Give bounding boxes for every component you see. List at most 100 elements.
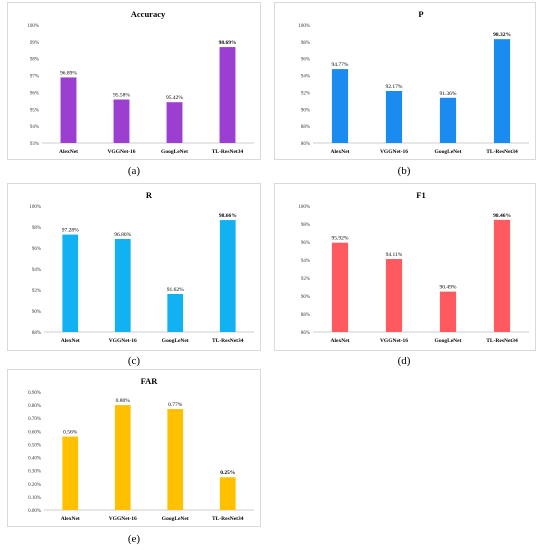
x-tick-label-alexnet: AlexNet (59, 149, 78, 155)
x-tick-label-alexnet: AlexNet (331, 149, 350, 155)
y-tick-label: 92% (301, 91, 310, 96)
y-tick-label: 92% (32, 289, 41, 294)
y-tick-label: 98% (301, 41, 310, 46)
y-tick-label: 92% (301, 277, 310, 282)
x-tick-label-tl-resnet34: TL-ResNet34 (212, 338, 244, 344)
y-tick-label: 98% (32, 226, 41, 231)
data-label-alexnet: 94.77% (332, 62, 349, 68)
x-tick-label-googlenet: GoogLeNet (161, 149, 188, 155)
y-tick-label: 90% (32, 310, 41, 315)
data-label-vggnet-16: 95.58% (113, 93, 130, 99)
caption-c: (c) (127, 355, 141, 367)
x-tick-label-vggnet-16: VGGNet-16 (380, 149, 408, 155)
data-label-googlenet: 91.36% (440, 91, 457, 97)
x-tick-label-alexnet: AlexNet (61, 338, 80, 344)
bar-alexnet (62, 234, 79, 332)
y-tick-label: 100% (298, 205, 310, 210)
x-tick-label-vggnet-16: VGGNet-16 (109, 338, 137, 344)
y-tick-label: 88% (301, 125, 310, 130)
data-label-tl-resnet34: 98.46% (493, 213, 511, 219)
y-tick-label: 99% (30, 41, 39, 46)
bar-vggnet-16 (113, 99, 130, 143)
bar-vggnet-16 (385, 259, 403, 332)
data-label-tl-resnet34: 98.32% (493, 32, 511, 38)
x-tick-label-vggnet-16: VGGNet-16 (107, 149, 135, 155)
chart-panel-f1: F1 86% 88% 90% 92% 94% 96% 98% 100% 95.92% AlexNet… (274, 183, 536, 351)
y-tick-label: 100% (29, 205, 41, 210)
y-tick-label: 98% (30, 58, 39, 63)
y-tick-label: 0.20% (28, 483, 41, 488)
x-tick-label-googlenet: GoogLeNet (435, 149, 462, 155)
y-tick-label: 96% (30, 91, 39, 96)
data-label-vggnet-16: 94.11% (386, 252, 403, 258)
data-label-googlenet: 90.49% (440, 285, 457, 291)
data-label-vggnet-16: 92.17% (386, 84, 403, 90)
x-tick-label-googlenet: GoogLeNet (162, 516, 189, 522)
x-tick-label-tl-resnet34: TL-ResNet34 (212, 516, 244, 522)
y-tick-label: 94% (301, 75, 310, 80)
y-tick-label: 0.40% (28, 457, 41, 462)
bar-alexnet (331, 242, 349, 332)
y-tick-label: 88% (301, 313, 310, 318)
bar-tl-resnet34 (493, 219, 511, 332)
bar-googlenet (167, 409, 184, 510)
bar-googlenet (439, 291, 457, 332)
data-label-alexnet: 97.28% (62, 228, 79, 234)
y-tick-label: 95% (30, 108, 39, 113)
data-label-tl-resnet34: 0.25% (220, 470, 235, 476)
chart-precision-svg: P 86% 88% 90% 92% 94% 96% 98% 100% 94.77% AlexNet 9… (298, 9, 529, 155)
y-tick-label: 0.60% (28, 430, 41, 435)
data-label-googlenet: 95.42% (166, 95, 183, 101)
y-tick-label: 86% (301, 331, 310, 336)
chart-f1-svg: F1 86% 88% 90% 92% 94% 96% 98% 100% 95.92% AlexNet… (298, 190, 529, 344)
bar-tl-resnet34 (493, 39, 511, 143)
x-tick-label-googlenet: GoogLeNet (435, 338, 462, 344)
data-label-tl-resnet34: 98.69% (219, 40, 237, 46)
x-tick-label-googlenet: GoogLeNet (162, 338, 189, 344)
caption-a: (a) (127, 165, 141, 177)
caption-b: (b) (397, 165, 411, 177)
chart-panel-accuracy: Accuracy 93% 94% 95% 96% 97% 98% 99% 100% 96.89% A… (7, 2, 261, 160)
y-tick-label: 0.00% (28, 509, 41, 514)
chart-title-far: FAR (141, 376, 159, 386)
data-label-googlenet: 0.77% (168, 402, 183, 408)
y-tick-label: 96% (32, 247, 41, 252)
bar-googlenet (166, 102, 183, 143)
chart-title-accuracy: Accuracy (131, 9, 166, 19)
bar-alexnet (62, 436, 79, 510)
chart-recall-svg: R 88% 90% 92% 94% 96% 98% 100% 97.28% AlexNet 96.8… (29, 190, 254, 344)
x-tick-label-tl-resnet34: TL-ResNet34 (486, 149, 518, 155)
caption-e: (e) (127, 533, 141, 545)
y-tick-label: 96% (301, 58, 310, 63)
y-tick-label: 93% (30, 142, 39, 147)
y-tick-label: 94% (30, 125, 39, 130)
bar-vggnet-16 (385, 90, 403, 143)
data-label-alexnet: 96.89% (60, 70, 77, 76)
y-tick-label: 96% (301, 241, 310, 246)
y-tick-label: 0.90% (28, 391, 41, 396)
y-tick-label: 90% (301, 108, 310, 113)
bar-googlenet (167, 293, 184, 332)
y-tick-label: 0.50% (28, 443, 41, 448)
x-tick-label-vggnet-16: VGGNet-16 (109, 516, 137, 522)
bar-googlenet (439, 97, 457, 143)
bar-vggnet-16 (114, 405, 131, 510)
x-tick-label-tl-resnet34: TL-ResNet34 (212, 149, 244, 155)
y-tick-label: 97% (30, 75, 39, 80)
data-label-alexnet: 95.92% (332, 236, 349, 242)
y-tick-label: 88% (32, 331, 41, 336)
bar-alexnet (331, 69, 349, 143)
y-tick-label: 0.70% (28, 417, 41, 422)
y-tick-label: 100% (27, 24, 39, 29)
y-tick-label: 0.80% (28, 404, 41, 409)
y-tick-label: 98% (301, 223, 310, 228)
data-label-googlenet: 91.62% (167, 287, 184, 293)
x-tick-label-vggnet-16: VGGNet-16 (380, 338, 408, 344)
chart-panel-far: FAR 0.00% 0.10% 0.20% 0.30% 0.40% 0.50% 0.60% 0.… (7, 369, 261, 527)
chart-title-p: P (418, 9, 423, 19)
y-tick-label: 90% (301, 295, 310, 300)
x-tick-label-alexnet: AlexNet (331, 338, 350, 344)
y-tick-label: 0.10% (28, 496, 41, 501)
x-tick-label-tl-resnet34: TL-ResNet34 (486, 338, 518, 344)
chart-panel-recall: R 88% 90% 92% 94% 96% 98% 100% 97.28% AlexNet 96.8… (7, 183, 261, 351)
